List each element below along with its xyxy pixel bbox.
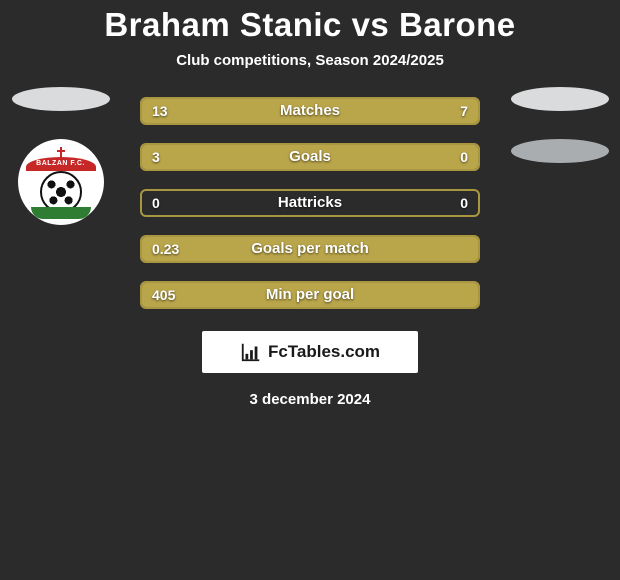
left-player-column: BALZAN F.C. xyxy=(8,87,113,225)
stat-bar-row: 30Goals xyxy=(140,143,480,171)
date-line: 3 december 2024 xyxy=(0,391,620,408)
stat-bar-label: Goals xyxy=(142,145,478,169)
stat-bar-label: Goals per match xyxy=(142,237,478,261)
badge-bottom-strip xyxy=(31,207,91,219)
left-player-oval xyxy=(12,87,110,111)
stat-bar-row: 00Hattricks xyxy=(140,189,480,217)
stat-bars: 137Matches 30Goals 00Hattricks 0.23Goals pe… xyxy=(140,97,480,309)
left-club-badge: BALZAN F.C. xyxy=(18,139,104,225)
stat-bar-label: Hattricks xyxy=(142,191,478,215)
page-title: Braham Stanic vs Barone xyxy=(0,0,620,44)
brand-box: FcTables.com xyxy=(202,331,418,373)
stat-bar-row: 405Min per goal xyxy=(140,281,480,309)
stat-bar-row: 0.23Goals per match xyxy=(140,235,480,263)
stat-bar-row: 137Matches xyxy=(140,97,480,125)
right-player-oval-1 xyxy=(511,87,609,111)
right-player-column xyxy=(507,87,612,163)
brand-text: FcTables.com xyxy=(268,342,380,362)
stat-bar-label: Matches xyxy=(142,99,478,123)
comparison-content: BALZAN F.C. 137Matches 30Goals 00Hattricks… xyxy=(0,97,620,408)
stat-bar-label: Min per goal xyxy=(142,283,478,307)
subtitle: Club competitions, Season 2024/2025 xyxy=(0,52,620,69)
brand-chart-icon xyxy=(240,341,262,363)
right-player-oval-2 xyxy=(511,139,609,163)
badge-club-name: BALZAN F.C. xyxy=(26,157,96,171)
